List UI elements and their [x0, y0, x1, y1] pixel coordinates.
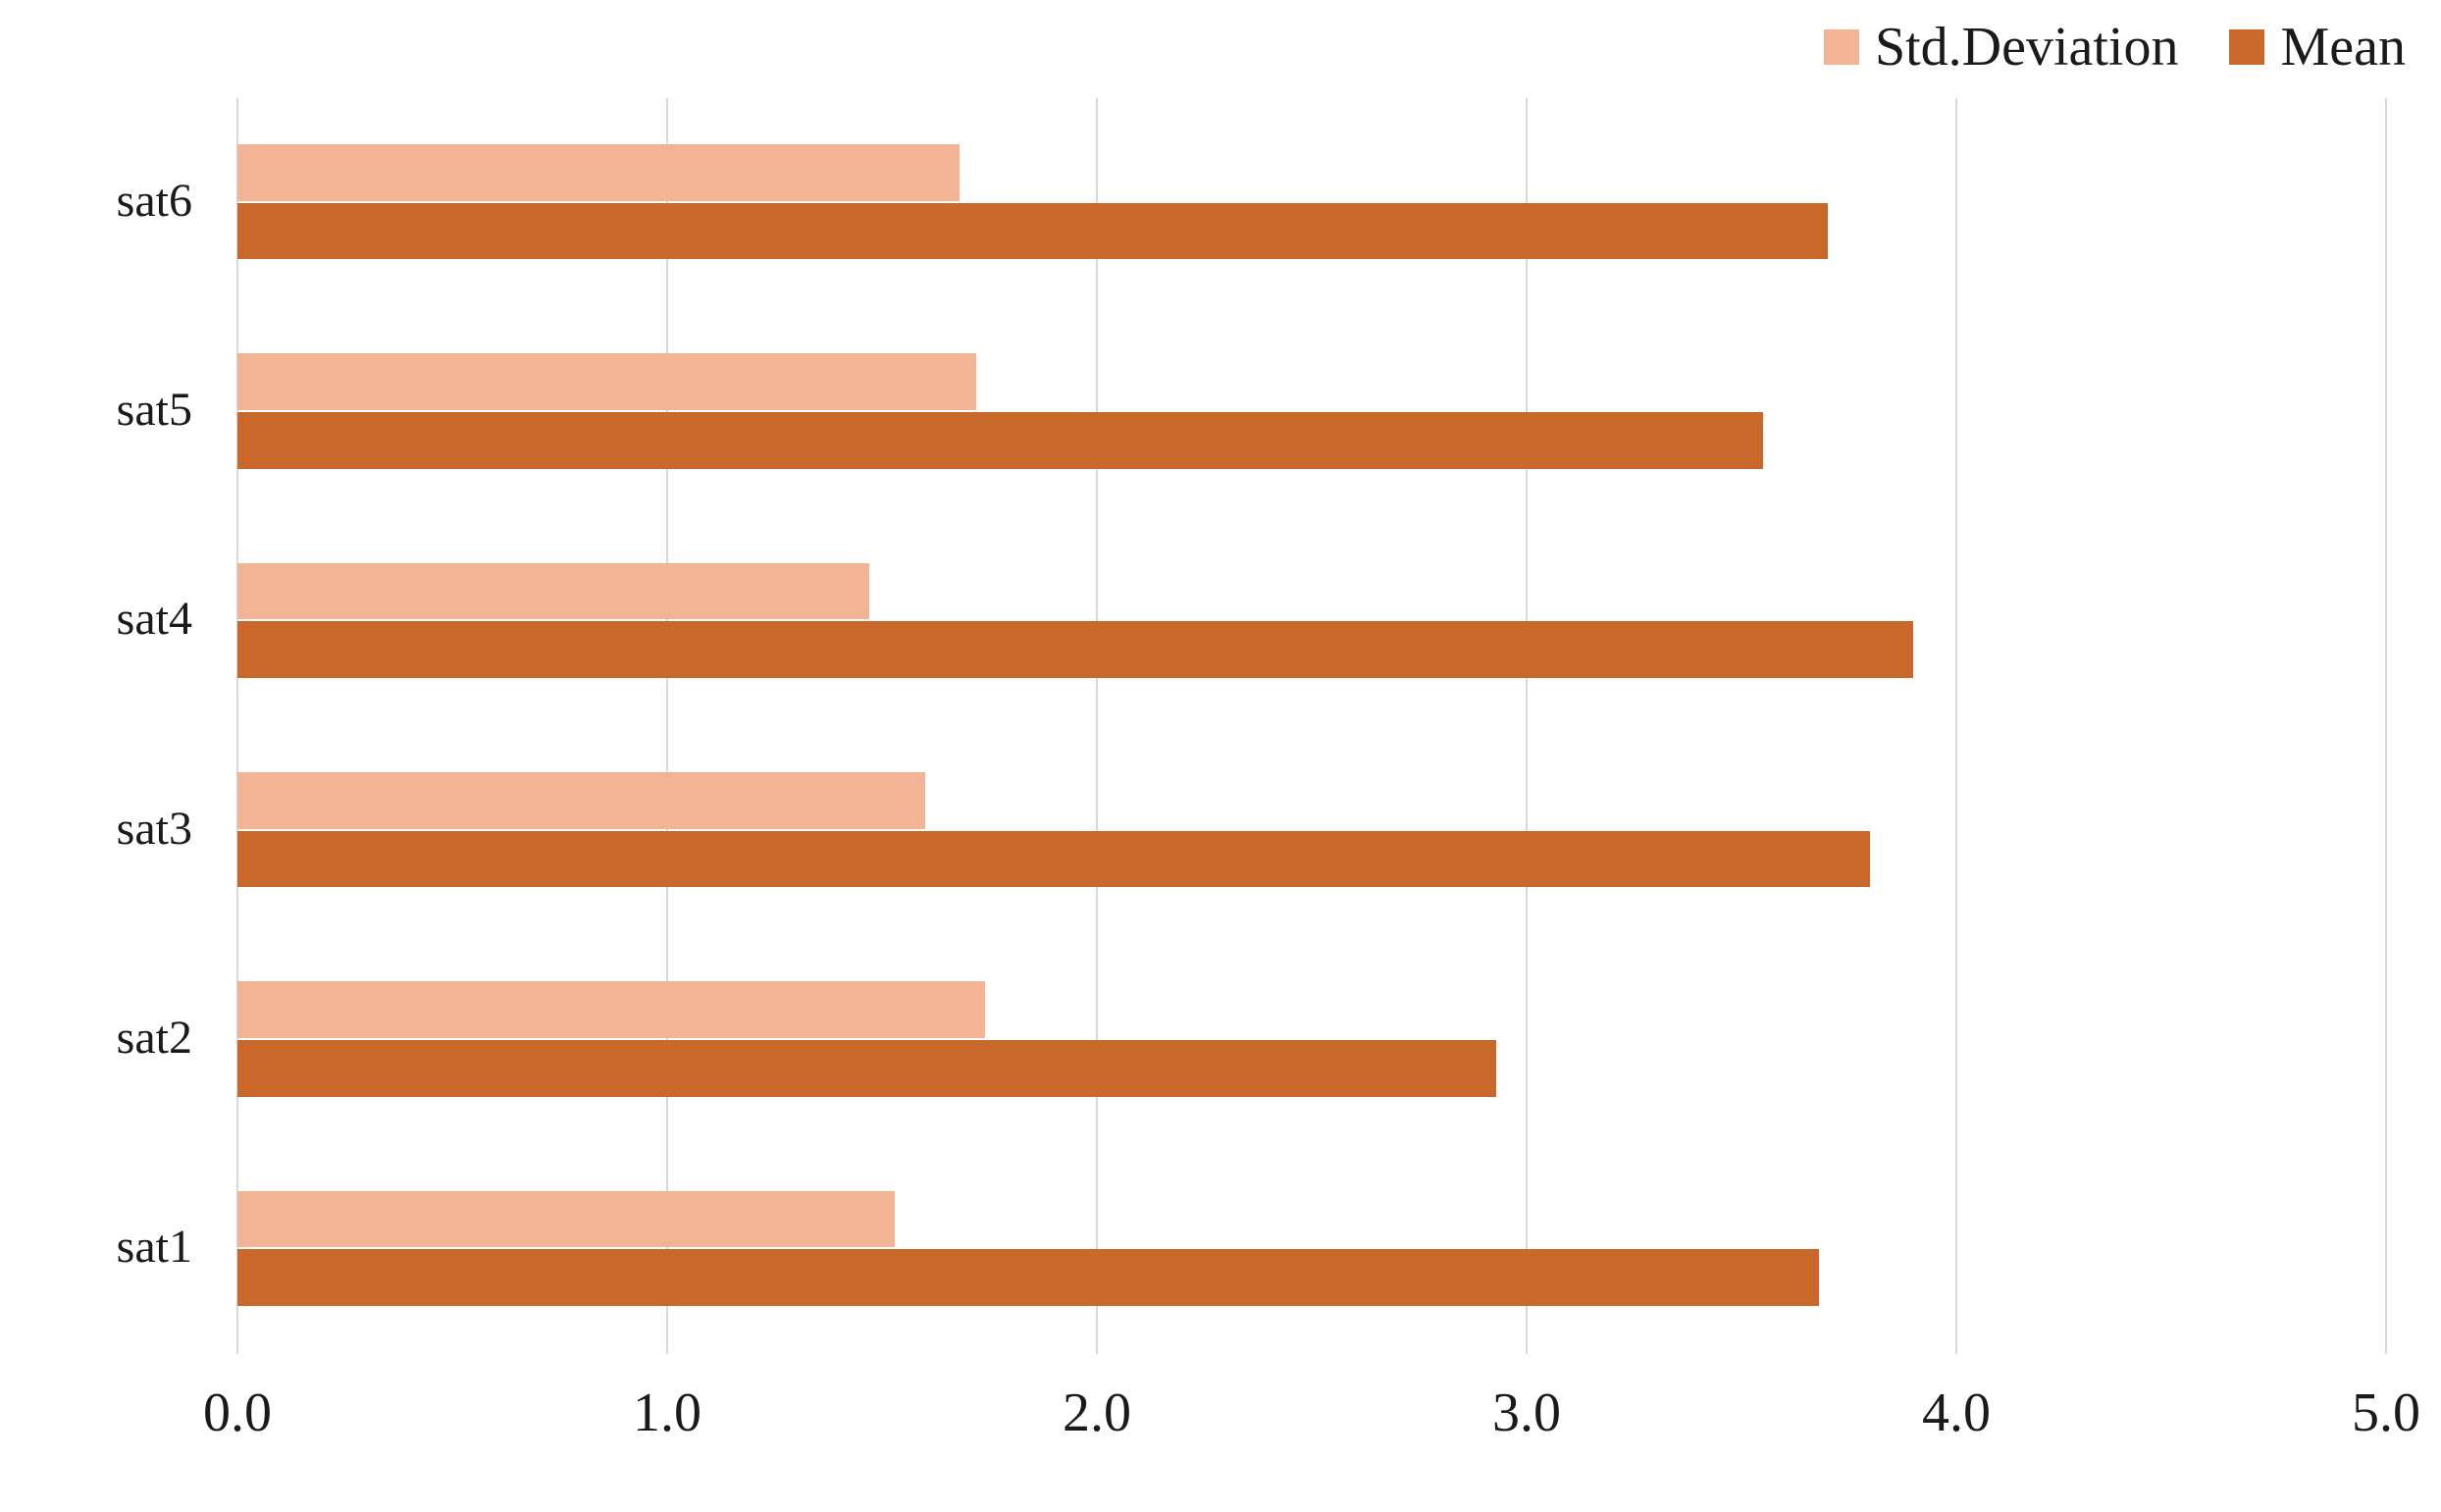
- y-axis-category-label: sat5: [116, 383, 192, 436]
- gridline: [236, 98, 238, 1354]
- bar-mean-sat1: [237, 1249, 1819, 1306]
- legend-item-std-deviation: Std.Deviation: [1823, 17, 2179, 78]
- gridline: [2385, 98, 2387, 1354]
- bar-std-deviation-sat5: [237, 353, 977, 410]
- bar-mean-sat4: [237, 621, 1914, 678]
- legend: Std.Deviation Mean: [1823, 17, 2406, 78]
- bar-mean-sat6: [237, 202, 1828, 260]
- plot-area: [236, 98, 2387, 1354]
- x-axis-tick-label: 2.0: [1063, 1382, 1131, 1443]
- gridline: [1955, 98, 1957, 1354]
- x-axis-tick-label: 5.0: [2352, 1382, 2420, 1443]
- gridline: [1096, 98, 1098, 1354]
- bar-std-deviation-sat1: [237, 1190, 896, 1248]
- x-axis-tick-label: 0.0: [203, 1382, 272, 1443]
- bar-mean-sat2: [237, 1040, 1497, 1097]
- y-axis: sat6 sat5 sat4 sat3 sat2 sat1: [0, 98, 218, 1354]
- legend-swatch-mean: [2229, 29, 2265, 65]
- bar-std-deviation-sat2: [237, 981, 986, 1038]
- legend-swatch-std-deviation: [1823, 29, 1859, 65]
- bar-mean-sat3: [237, 830, 1871, 888]
- y-axis-category-label: sat4: [116, 593, 192, 646]
- legend-label-mean: Mean: [2280, 17, 2406, 78]
- legend-label-std-deviation: Std.Deviation: [1874, 17, 2179, 78]
- y-axis-category-label: sat3: [116, 802, 192, 855]
- bar-std-deviation-sat3: [237, 771, 925, 829]
- x-axis-tick-label: 3.0: [1492, 1382, 1561, 1443]
- x-axis-tick-label: 1.0: [633, 1382, 701, 1443]
- y-axis-category-label: sat2: [116, 1011, 192, 1064]
- x-axis-tick-label: 4.0: [1922, 1382, 1991, 1443]
- x-axis: 0.0 1.0 2.0 3.0 4.0 5.0: [203, 1382, 2420, 1474]
- gridline: [1526, 98, 1528, 1354]
- legend-item-mean: Mean: [2229, 20, 2406, 75]
- y-axis-category-label: sat1: [116, 1221, 192, 1274]
- gridline: [666, 98, 668, 1354]
- bar-mean-sat5: [237, 412, 1763, 469]
- bar-std-deviation-sat4: [237, 562, 869, 620]
- bar-std-deviation-sat6: [237, 143, 960, 201]
- y-axis-category-label: sat6: [116, 174, 192, 227]
